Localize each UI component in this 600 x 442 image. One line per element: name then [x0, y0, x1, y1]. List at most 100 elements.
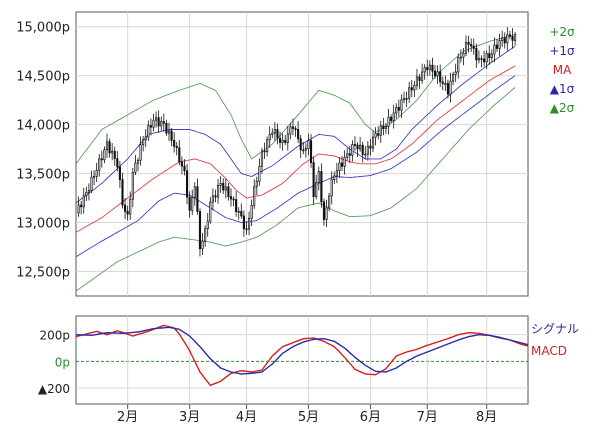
candle-body-down — [472, 45, 475, 49]
price-panel: 12,500p 13,000p 13,500p 14,000p 14,500p 15,00… — [16, 11, 575, 297]
candle-body-up — [408, 87, 411, 99]
candle — [299, 134, 302, 159]
candle — [260, 147, 264, 174]
candle-body-down — [180, 161, 183, 167]
candle-body-down — [245, 228, 248, 231]
candle — [433, 65, 437, 79]
candle — [472, 38, 475, 55]
signal-line — [75, 326, 529, 375]
candle — [361, 141, 364, 163]
candle-body-up — [98, 158, 101, 171]
candle — [387, 108, 390, 135]
candle — [276, 123, 279, 145]
candle-body-down — [348, 153, 351, 156]
candle-body-up — [351, 144, 354, 156]
x-tick-label: 8月 — [476, 410, 497, 425]
candle — [304, 143, 307, 158]
candle — [82, 187, 85, 214]
candle-body-down — [108, 141, 111, 154]
candle — [124, 198, 127, 220]
candle — [165, 119, 168, 136]
candle-body-up — [415, 76, 418, 86]
candle — [178, 139, 181, 166]
candle-body-up — [304, 148, 307, 151]
candle-body-down — [222, 183, 225, 191]
candle — [459, 49, 462, 63]
candle — [149, 118, 152, 136]
legend-label: +2σ — [549, 25, 575, 39]
candle-body-down — [229, 196, 233, 200]
candle-body-up — [493, 44, 496, 55]
x-tick-label: 5月 — [298, 410, 319, 425]
candle — [317, 166, 320, 191]
candle-body-down — [149, 125, 152, 128]
candle-body-down — [446, 83, 449, 95]
candle — [95, 162, 98, 183]
macd-legend-label: MACD — [531, 344, 567, 358]
candle-body-up — [379, 125, 382, 136]
candle-body-up — [374, 133, 377, 138]
macd-line — [75, 324, 529, 387]
candle-body-up — [201, 240, 204, 250]
candle-body-up — [413, 85, 416, 91]
candle-body-up — [129, 198, 132, 215]
candle-body-down — [227, 186, 230, 197]
candle — [129, 191, 132, 220]
candle — [441, 76, 444, 91]
candle — [232, 196, 235, 207]
candle-body-up — [160, 121, 163, 127]
candle-body-up — [449, 80, 452, 95]
candle — [346, 148, 349, 161]
candle — [312, 156, 315, 205]
candle — [444, 75, 447, 91]
candle — [157, 110, 160, 133]
candle-body-up — [271, 132, 274, 135]
candle-body-up — [457, 57, 460, 73]
candle-body-up — [167, 130, 171, 134]
candle-body-up — [400, 99, 403, 111]
candle-body-up — [335, 170, 338, 177]
candle-body-up — [142, 139, 145, 146]
candle — [400, 94, 403, 118]
macd-y-tick-label: 200p — [39, 329, 70, 343]
candle — [235, 191, 238, 217]
candle — [253, 179, 256, 209]
candle-body-down — [186, 170, 189, 198]
candle — [511, 28, 514, 49]
candle-body-down — [113, 150, 116, 160]
candle-body-up — [402, 98, 406, 101]
candle-body-up — [454, 71, 457, 75]
candle — [462, 47, 465, 66]
candle-body-down — [196, 186, 199, 212]
candle — [180, 156, 183, 175]
candle — [506, 27, 509, 51]
candle — [90, 170, 93, 194]
candle — [144, 129, 147, 148]
candle — [77, 196, 80, 217]
candle-body-up — [452, 73, 455, 82]
candle-body-down — [511, 36, 514, 41]
candle — [281, 133, 284, 151]
candle-body-up — [224, 186, 227, 191]
candle — [240, 203, 243, 219]
candle — [250, 199, 253, 227]
candle — [392, 104, 395, 129]
candle-body-down — [382, 125, 385, 129]
candle — [266, 136, 269, 157]
candle-body-down — [480, 58, 483, 60]
candle-body-up — [464, 42, 468, 54]
candle-body-down — [116, 158, 119, 168]
candle — [421, 63, 424, 84]
candle-body-down — [100, 158, 103, 161]
candle — [286, 126, 289, 151]
candle-body-up — [359, 144, 362, 150]
candle-body-down — [157, 117, 160, 127]
candle-body-up — [307, 140, 310, 149]
candle-body-up — [366, 145, 369, 155]
candle — [382, 117, 385, 136]
x-tick-label: 2月 — [117, 410, 138, 425]
candle-body-up — [459, 56, 462, 59]
candle-body-up — [193, 186, 196, 198]
candle — [410, 80, 413, 98]
candle — [338, 157, 341, 178]
